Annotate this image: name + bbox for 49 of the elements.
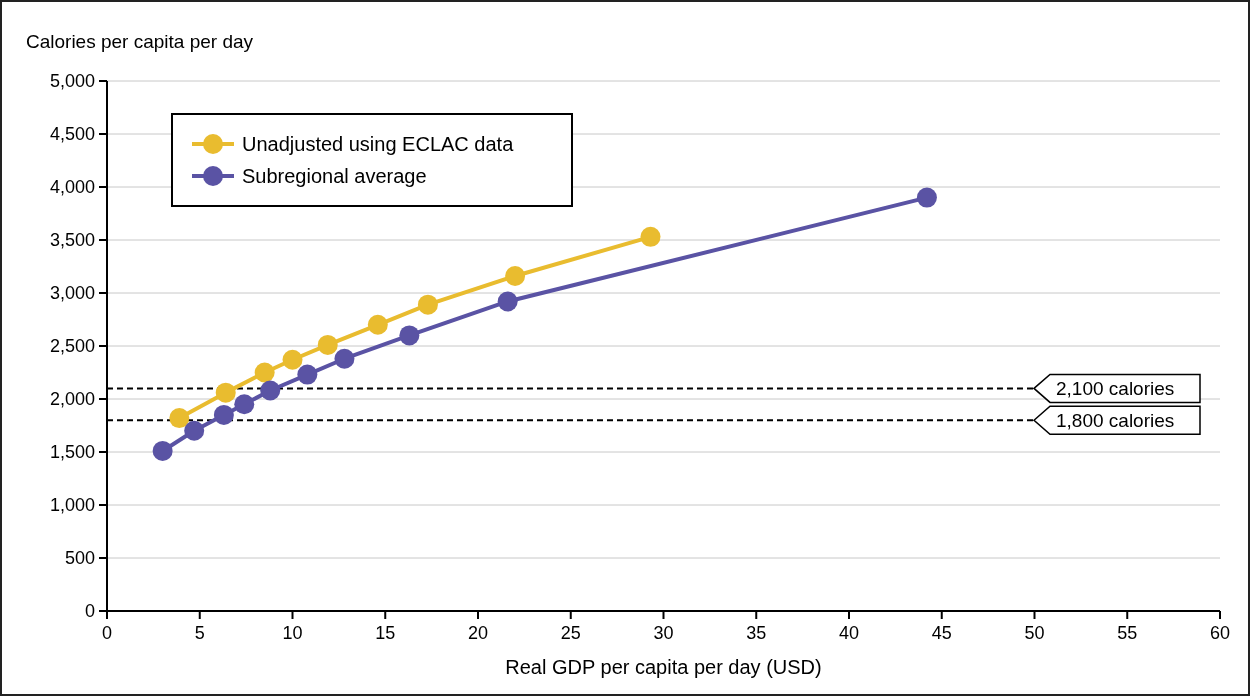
point [184, 420, 205, 441]
point [282, 349, 303, 370]
x-tick-label: 20 [467, 623, 489, 643]
ref-line-label: 2,100 calories [1056, 378, 1175, 400]
y-tick-label: 500 [64, 548, 95, 569]
y-tick-label: 3,000 [49, 283, 95, 304]
x-tick-label: 40 [838, 623, 860, 643]
point [399, 325, 420, 346]
x-tick-label: 30 [653, 623, 674, 643]
y-tick-label: 4,500 [49, 124, 95, 145]
ref-line-label: 1,800 calories [1056, 409, 1175, 431]
point [213, 404, 234, 425]
y-tick-label: 2,500 [49, 336, 95, 357]
point [417, 294, 438, 315]
x-tick-label: 5 [194, 623, 205, 643]
y-tick-label: 1,000 [49, 495, 95, 516]
point [169, 408, 190, 429]
x-tick-label: 15 [375, 623, 396, 643]
y-axis-title: Calories per capita per day [26, 31, 254, 52]
point [497, 291, 518, 312]
x-tick-label: 60 [1209, 623, 1231, 643]
x-tick-label: 25 [560, 623, 581, 643]
legend-label: Subregional average [242, 165, 427, 187]
x-tick-label: 0 [101, 623, 113, 643]
x-tick-label: 50 [1024, 623, 1045, 643]
point [152, 440, 173, 461]
x-tick-label: 45 [931, 623, 952, 643]
y-tick-label: 5,000 [49, 71, 95, 92]
point [297, 364, 318, 385]
point [215, 382, 236, 403]
legend-label: Unadjusted using ECLAC data [242, 133, 515, 155]
y-tick-label: 0 [84, 601, 95, 622]
point [640, 226, 661, 247]
point [260, 380, 281, 401]
x-axis-title: Real GDP per capita per day (USD) [505, 656, 822, 678]
point [254, 362, 275, 383]
point [234, 394, 255, 415]
y-tick-label: 1,500 [49, 442, 95, 463]
point [916, 187, 937, 208]
point [367, 314, 388, 335]
point [334, 348, 355, 369]
y-tick-label: 2,000 [49, 389, 95, 410]
x-tick-label: 55 [1117, 623, 1138, 643]
y-tick-label: 4,000 [49, 177, 95, 198]
point [317, 334, 338, 355]
x-tick-label: 10 [282, 623, 303, 643]
y-tick-label: 3,500 [49, 230, 95, 251]
point [505, 266, 526, 287]
x-tick-label: 35 [746, 623, 767, 643]
